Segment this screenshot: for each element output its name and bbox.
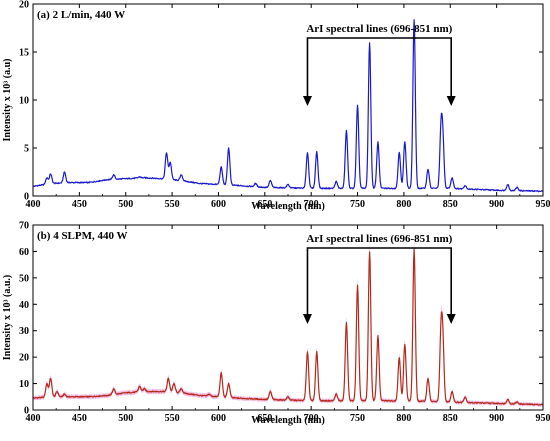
y-tick-label: 20 [19, 0, 29, 11]
x-tick-label: 950 [536, 413, 550, 424]
x-tick-label: 900 [489, 199, 504, 210]
spectrum-error-band [33, 239, 543, 407]
y-axis-title: Intensity x 10³ (a.u) [2, 58, 13, 141]
panel-b: 400 450 500 550 600 650 700 750 800 850 900 950 0 10 2… [2, 221, 550, 427]
spectrum-line [32, 248, 544, 406]
y-tick-label: 10 [19, 96, 29, 107]
y-tick-label: 30 [19, 326, 29, 337]
x-tick-label: 550 [165, 413, 180, 424]
panel-title: (a) 2 L/min, 440 W [37, 9, 125, 21]
spectrum-line [32, 19, 544, 193]
y-tick-label: 0 [24, 406, 29, 417]
x-tick-label: 550 [165, 199, 180, 210]
x-tick-label: 500 [118, 413, 133, 424]
y-tick-label: 60 [19, 247, 29, 258]
plot-frame [32, 3, 544, 197]
x-tick-label: 400 [26, 413, 41, 424]
annotation-arrowhead [302, 96, 312, 106]
y-tick-label: 0 [24, 192, 29, 203]
y-tick-label: 70 [19, 221, 29, 232]
x-tick-label: 450 [72, 413, 87, 424]
x-tick-label: 750 [350, 413, 365, 424]
y-tick-label: 20 [19, 353, 29, 364]
x-tick-label: 600 [211, 413, 226, 424]
panel-title: (b) 4 SLPM, 440 W [37, 230, 128, 242]
x-tick-label: 750 [350, 199, 365, 210]
x-tick-label: 450 [72, 199, 87, 210]
x-tick-label: 650 [257, 413, 272, 424]
x-tick-label: 800 [396, 199, 411, 210]
y-axis-title: Intensity x 10³ (a.u.) [2, 275, 13, 361]
y-tick-label: 5 [24, 144, 29, 155]
y-tick-label: 50 [19, 273, 29, 284]
x-tick-label: 650 [257, 199, 272, 210]
x-tick-label: 600 [211, 199, 226, 210]
y-tick-label: 10 [19, 379, 29, 390]
x-axis-title: Wavelength (nm) [251, 415, 325, 426]
x-tick-label: 850 [443, 199, 458, 210]
annotation-label: ArI spectral lines (696-851 nm) [306, 233, 452, 245]
annotation-label: ArI spectral lines (696-851 nm) [306, 23, 452, 35]
annotation-arrowhead [446, 96, 456, 106]
y-tick-label: 40 [19, 300, 29, 311]
annotation-bracket [306, 247, 453, 322]
annotation-bracket [306, 37, 453, 104]
plot-frame [32, 224, 544, 411]
x-tick-label: 950 [536, 199, 550, 210]
x-tick-label: 900 [489, 413, 504, 424]
x-tick-label: 700 [304, 199, 319, 210]
x-axis-title: Wavelength (nm) [251, 201, 325, 212]
x-tick-label: 700 [304, 413, 319, 424]
panel-a: 400 450 500 550 600 650 700 750 800 850 900 950 0 5 10… [2, 0, 550, 212]
y-tick-label: 15 [19, 48, 29, 59]
annotation-arrowhead [446, 314, 456, 324]
x-tick-label: 500 [118, 199, 133, 210]
x-tick-label: 850 [443, 413, 458, 424]
annotation-arrowhead [302, 314, 312, 324]
x-tick-label: 400 [26, 199, 41, 210]
x-tick-label: 800 [396, 413, 411, 424]
